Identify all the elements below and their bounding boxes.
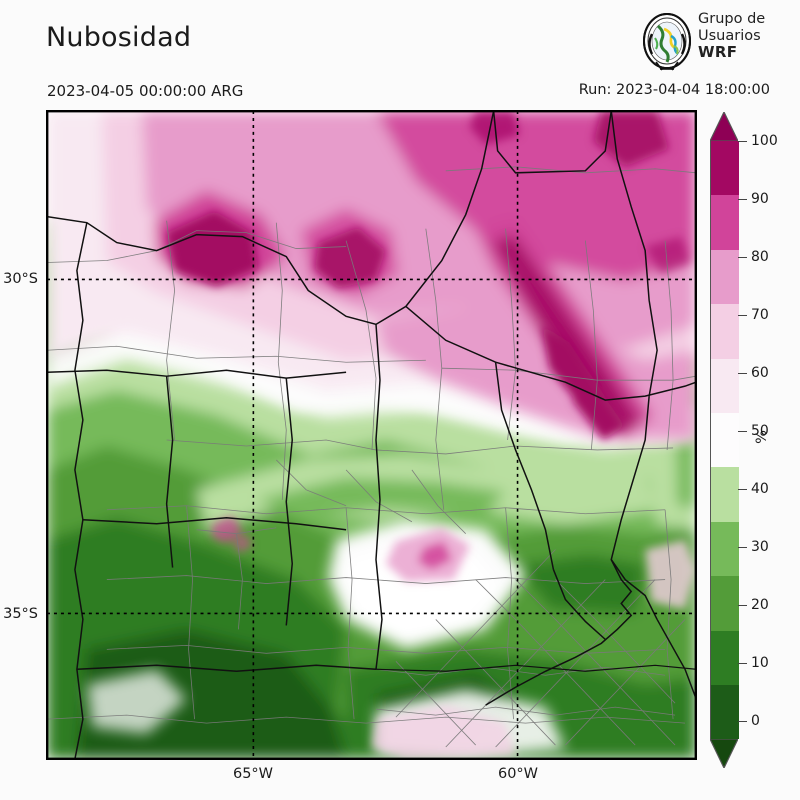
colorbar-band-80-90 [711, 195, 739, 250]
brand-line-2: Usuarios [698, 27, 761, 44]
colorbar-gradient [710, 141, 739, 739]
page-title: Nubosidad [46, 22, 192, 53]
lat-tick-30s: 30°S [3, 271, 38, 287]
colorbar-band-10-20 [711, 576, 739, 631]
globe-seal-icon [643, 13, 691, 71]
colorbar-band-90-100 [711, 141, 739, 196]
colorbar-tick-50: 50 [751, 423, 769, 439]
colorbar-tick-10: 10 [751, 655, 769, 671]
brand-logo: Grupo de Usuarios WRF [640, 11, 790, 74]
brand-text: Grupo de Usuarios WRF [698, 11, 765, 61]
colorbar-tick-0: 0 [751, 713, 760, 729]
field-layer [47, 111, 696, 759]
colorbar-band-0-10 [711, 630, 739, 685]
colorbar-band-50-60 [711, 358, 739, 413]
colorbar-band-20-30 [711, 521, 739, 577]
brand-line-3: WRF [698, 43, 738, 61]
lat-tick-35s: 35°S [3, 606, 38, 622]
colorbar-band-40-50 [711, 413, 739, 468]
colorbar-band-30-40 [711, 467, 739, 522]
valid-time-label: 2023-04-05 00:00:00 ARG [47, 82, 244, 100]
colorbar-unit-label: % [754, 430, 770, 444]
admin-subdivisions [47, 166, 696, 748]
colorbar-tick-20: 20 [751, 597, 769, 613]
colorbar-band-below-0 [711, 685, 739, 739]
colorbar-tick-60: 60 [751, 365, 769, 381]
lon-tick-65w: 65°W [232, 766, 274, 782]
lon-tick-60w: 60°W [497, 766, 539, 782]
run-time-label: Run: 2023-04-04 18:00:00 [578, 82, 770, 98]
colorbar-tick-70: 70 [751, 307, 769, 323]
colorbar-tick-30: 30 [751, 539, 769, 555]
colorbar-band-60-70 [711, 304, 739, 359]
colorbar-tick-90: 90 [751, 191, 769, 207]
colorbar-tick-80: 80 [751, 249, 769, 265]
colorbar-tick-100: 100 [751, 133, 778, 149]
colorbar[interactable]: 100 90 80 70 60 50 40 30 20 10 0 [710, 112, 778, 768]
colorbar-tick-40: 40 [751, 481, 769, 497]
graticule [47, 111, 696, 759]
forecast-map[interactable] [46, 110, 697, 760]
colorbar-band-70-80 [711, 249, 739, 305]
country-province-borders [47, 111, 696, 759]
colorbar-max-arrow [710, 112, 738, 141]
brand-line-1: Grupo de [698, 11, 766, 27]
colorbar-min-arrow [710, 739, 738, 768]
